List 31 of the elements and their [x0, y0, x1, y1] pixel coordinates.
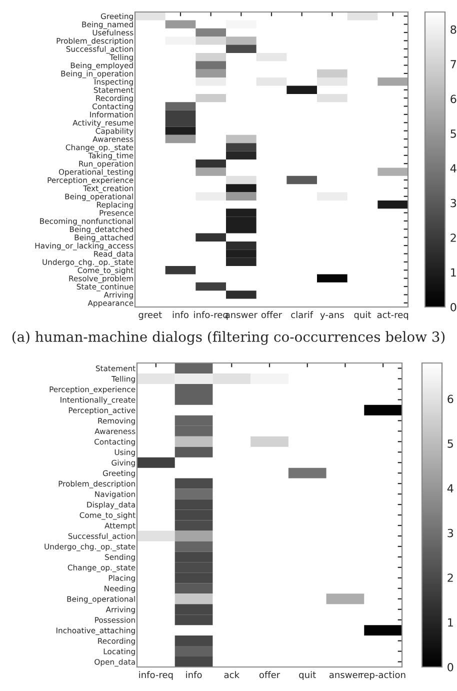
color-bar-label: 7	[450, 60, 456, 68]
color-bar-label: 4	[450, 164, 456, 172]
color-bar-label: 2	[450, 234, 456, 242]
color-bar-label: 6	[448, 394, 454, 404]
x-tick-label: info	[186, 671, 202, 678]
x-tick-label: offer	[261, 311, 282, 318]
x-tick-label: info-req	[139, 671, 173, 680]
color-bar-label: 4	[447, 484, 454, 492]
color-bar-label: 0	[450, 302, 456, 312]
x-tick-label: quit	[354, 311, 372, 320]
color-bar-label: 3	[450, 198, 456, 208]
color-bar-label: 1	[451, 268, 456, 277]
color-bar-label: 3	[448, 528, 454, 538]
color-bar-label: 6	[450, 94, 456, 104]
x-tick-label: answer	[329, 672, 362, 678]
x-tick-label: greet	[138, 312, 162, 320]
x-tick-label: quit	[299, 671, 316, 680]
x-tick-label: y-ans	[320, 312, 344, 320]
x-tick-label: ack	[224, 671, 240, 678]
x-tick-label: offer	[259, 671, 280, 678]
x-tick-label: clarif	[291, 311, 314, 318]
x-tick-label: info	[172, 311, 188, 318]
color-bar-label: 2	[448, 574, 453, 582]
color-bar-label: 1	[448, 618, 453, 627]
color-bar-label: 8	[450, 25, 456, 34]
text: (a) human-machine dialogs (filtering co-occurrences below 3)	[12, 331, 445, 345]
color-bar-label: 0	[448, 662, 454, 672]
color-bar-label: 5	[448, 440, 453, 448]
x-tick-label: rep-action	[360, 671, 406, 680]
color-bar-label: 5	[450, 130, 456, 138]
x-tick-label: act-req	[377, 312, 408, 320]
